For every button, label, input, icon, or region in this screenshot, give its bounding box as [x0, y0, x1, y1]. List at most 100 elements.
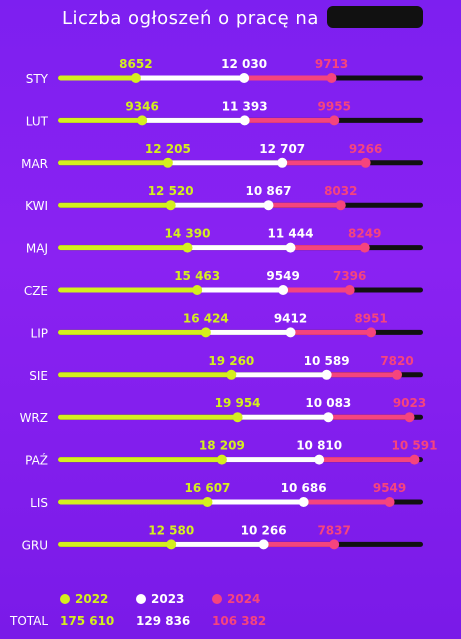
redacted-brand-name: [327, 6, 424, 28]
dot-2023-lip: [285, 327, 296, 338]
bar-2023-lut: [142, 117, 245, 123]
bar-2023-sty: [135, 75, 245, 81]
dot-2022-sie: [226, 369, 237, 380]
bar-2024-lip: [290, 329, 372, 335]
bar-2023-gru: [171, 541, 264, 547]
dot-2024-paz: [409, 454, 420, 465]
bar-2023-paz: [221, 457, 320, 463]
value-label-2022-wrz: 19 954: [215, 396, 261, 410]
bar-2022-gru: [58, 541, 172, 547]
value-label-2023-cze: 9549: [266, 269, 299, 283]
bar-2022-sty: [58, 75, 136, 81]
dot-2022-sty: [130, 73, 141, 83]
chart-title: Liczba ogłoszeń o pracę na: [0, 6, 461, 29]
value-label-2024-sty: 9713: [315, 57, 348, 71]
bar-2023-cze: [197, 287, 284, 293]
bar-2022-sie: [58, 372, 232, 378]
value-label-2023-lis: 10 686: [281, 481, 327, 495]
bar-2022-wrz: [58, 414, 238, 420]
value-label-2023-lut: 11 393: [222, 99, 268, 113]
bar-2022-cze: [58, 287, 198, 293]
value-label-2022-lis: 16 607: [184, 481, 230, 495]
bar-2022-maj: [58, 245, 188, 251]
bar-2024-cze: [283, 287, 350, 293]
total-label: TOTAL: [10, 614, 49, 628]
legend-label-2022: 2022: [75, 592, 109, 606]
month-label-gru: GRU: [22, 538, 48, 552]
month-label-lip: LIP: [31, 326, 48, 340]
chart-title-text: Liczba ogłoszeń o pracę na: [62, 8, 319, 29]
value-label-2022-mar: 12 205: [145, 142, 191, 156]
dot-2022-kwi: [165, 200, 176, 211]
bar-2022-lut: [58, 117, 143, 123]
value-label-2023-sie: 10 589: [304, 354, 350, 368]
value-label-2022-maj: 14 390: [165, 227, 211, 241]
legend-dot-2022: [60, 594, 70, 604]
dot-2022-lip: [200, 327, 211, 338]
bar-2023-maj: [187, 245, 291, 251]
value-label-2024-paz: 10 591: [392, 439, 438, 453]
bar-2023-lip: [205, 329, 291, 335]
dot-2024-wrz: [404, 412, 415, 423]
bar-2024-wrz: [328, 414, 410, 420]
month-label-sie: SIE: [29, 369, 48, 383]
bar-2023-lis: [207, 499, 304, 505]
dot-2024-sie: [392, 369, 403, 380]
value-label-2023-paz: 10 810: [296, 439, 342, 453]
dot-2024-cze: [344, 285, 355, 295]
dot-2024-lis: [384, 497, 395, 507]
dot-2023-wrz: [323, 412, 334, 423]
legend-label-2024: 2024: [227, 592, 261, 606]
value-label-2022-sty: 8652: [119, 57, 152, 71]
bar-2023-wrz: [237, 414, 329, 420]
dot-2023-mar: [277, 157, 288, 168]
bar-2024-sie: [326, 372, 398, 378]
dot-2024-sty: [326, 73, 337, 83]
bar-2024-kwi: [268, 202, 341, 208]
bar-2024-paz: [319, 457, 415, 463]
value-label-2022-cze: 15 463: [174, 269, 220, 283]
dot-2023-sie: [321, 369, 332, 380]
legend-item-2024: 2024: [212, 592, 260, 606]
month-label-wrz: WRZ: [20, 411, 48, 425]
dot-2023-gru: [258, 539, 269, 550]
dot-2022-cze: [192, 285, 203, 295]
month-label-lut: LUT: [26, 114, 49, 128]
dot-2023-sty: [239, 73, 250, 83]
value-label-2023-mar: 12 707: [259, 142, 305, 156]
bar-2022-lis: [58, 499, 208, 505]
value-label-2024-lut: 9955: [318, 99, 351, 113]
dot-2024-gru: [329, 539, 340, 550]
legend-dot-2024: [212, 594, 222, 604]
dot-2023-paz: [314, 454, 325, 465]
dot-2022-maj: [182, 242, 193, 253]
value-label-2024-maj: 8249: [348, 227, 381, 241]
dot-2023-cze: [278, 285, 289, 295]
dot-2022-lut: [137, 115, 148, 126]
value-label-2022-lut: 9346: [125, 99, 158, 113]
value-label-2023-maj: 11 444: [268, 227, 314, 241]
month-label-paz: PAŹ: [25, 453, 48, 468]
bar-2022-mar: [58, 160, 168, 166]
dot-2023-kwi: [263, 200, 274, 211]
month-label-mar: MAR: [21, 157, 48, 171]
value-label-2024-mar: 9266: [349, 142, 382, 156]
dot-2023-lis: [298, 497, 309, 507]
bar-2023-sie: [231, 372, 327, 378]
month-label-cze: CZE: [24, 284, 48, 298]
bar-2024-lut: [244, 117, 335, 123]
value-label-2024-gru: 7837: [317, 523, 350, 537]
month-label-lis: LIS: [30, 496, 48, 510]
dot-2022-gru: [166, 539, 177, 550]
total-2022: 175 610: [60, 614, 115, 628]
legend-item-2023: 2023: [136, 592, 184, 606]
value-label-2022-sie: 19 260: [208, 354, 254, 368]
value-label-2022-paz: 18 209: [199, 439, 245, 453]
dot-2024-kwi: [335, 200, 346, 211]
bar-2024-gru: [263, 541, 335, 547]
month-label-sty: STY: [26, 72, 49, 86]
bar-2022-paz: [58, 457, 222, 463]
bar-2024-sty: [244, 75, 332, 81]
bar-2022-kwi: [58, 202, 171, 208]
value-label-2024-cze: 7396: [333, 269, 366, 283]
